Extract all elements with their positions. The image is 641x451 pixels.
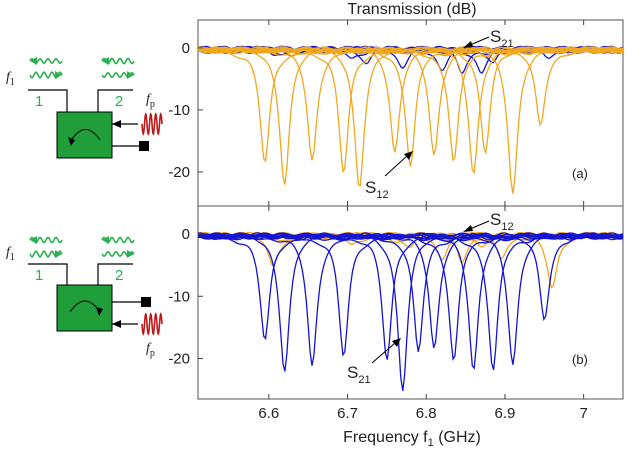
trace-s12-12 [198, 46, 623, 127]
trace-s21-9 [198, 232, 623, 370]
xtick-label: 6.8 [416, 405, 437, 422]
annotation-s12-a: S12 [365, 151, 413, 201]
ytick-label: -20 [168, 351, 190, 368]
circulator-box-b [56, 284, 113, 332]
trace-s12-11 [198, 46, 623, 194]
axes: 0 -10 -20 0 -10 -20 6.6 6.7 6.8 6.9 7 [168, 20, 588, 422]
schematic-b: 1 2 f1 fp [6, 245, 155, 359]
x-axis-label: Frequency f1 (GHz) [343, 429, 481, 449]
plot-b [198, 231, 623, 391]
signal-wave-out-icon [101, 71, 135, 79]
load-terminator-b [141, 297, 151, 307]
trace-s21-1 [198, 232, 623, 372]
svg-text:S21: S21 [490, 27, 514, 50]
port-2-label-a: 2 [115, 93, 123, 110]
svg-text:S12: S12 [365, 178, 389, 201]
port-line-1-a [28, 89, 68, 112]
port-line-2-a [97, 89, 133, 112]
ytick-label: 0 [182, 40, 190, 57]
port-line-1-b [28, 263, 68, 285]
annotation-s12-b: S12 [463, 210, 514, 233]
svg-text:S12: S12 [490, 210, 514, 233]
port-2-label-b: 2 [115, 267, 123, 284]
signal-wave-in-icon [29, 57, 63, 65]
panel-b-frame [197, 205, 624, 400]
pump-freq-label-a: fp [146, 92, 155, 110]
panel-b-label: (b) [572, 352, 588, 367]
load-terminator-a [139, 141, 149, 151]
annotation-s21-b: S21 [347, 338, 401, 386]
signal-wave-out-icon [101, 250, 135, 258]
annotation-s21-a: S21 [463, 27, 514, 50]
circulator-box-a [56, 111, 113, 159]
signal-freq-label-a: f1 [6, 70, 15, 88]
ytick-label: 0 [182, 226, 190, 243]
signal-wave-in-icon [29, 236, 63, 244]
ytick-label: -20 [168, 164, 190, 181]
ytick-label: -10 [168, 102, 190, 119]
signal-freq-label-b: f1 [6, 245, 15, 263]
xtick-label: 6.9 [495, 405, 516, 422]
port-1-label-a: 1 [35, 93, 43, 110]
trace-s21-12 [198, 232, 623, 322]
pump-freq-label-b: fp [146, 341, 155, 359]
signal-wave-out-icon [29, 250, 63, 258]
signal-wave-in-icon [101, 57, 135, 65]
trace-s21-11 [198, 232, 623, 365]
trace-s21-2 [198, 232, 623, 366]
port-1-label-b: 1 [35, 267, 43, 284]
plot-a [198, 45, 623, 194]
panel-a-label: (a) [572, 166, 588, 181]
wave-icons [29, 57, 163, 336]
xtick-label: 7 [579, 405, 587, 422]
trace-s21-10 [198, 232, 623, 370]
svg-text:S21: S21 [347, 363, 371, 386]
pump-wave-icon [141, 312, 163, 336]
circulation-arrow-a [69, 129, 101, 143]
pump-wave-icon [141, 112, 163, 136]
chart-title: Transmission (dB) [347, 1, 476, 18]
signal-wave-in-icon [101, 236, 135, 244]
xtick-label: 6.6 [258, 405, 279, 422]
signal-wave-out-icon [29, 71, 63, 79]
trace-s12-6 [198, 46, 623, 167]
port-line-2-b [97, 263, 133, 285]
xtick-label: 6.7 [337, 405, 358, 422]
schematic-a: 1 2 f1 fp [6, 70, 155, 159]
ytick-label: -10 [168, 288, 190, 305]
